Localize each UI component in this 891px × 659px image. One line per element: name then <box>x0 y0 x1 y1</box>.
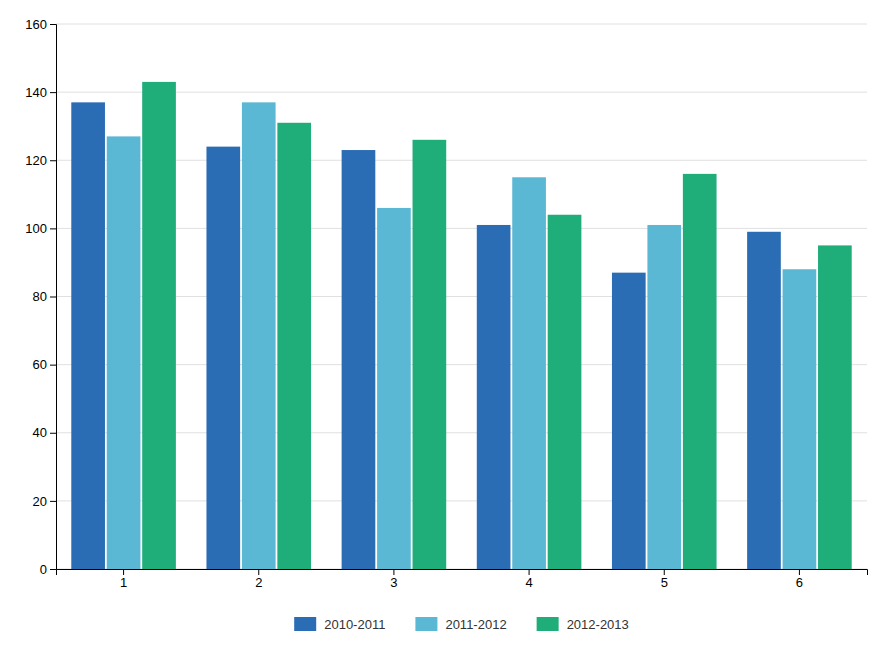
tick-mark <box>258 569 259 575</box>
tick-mark <box>50 501 56 502</box>
bar <box>377 208 411 569</box>
legend-item: 2012-2013 <box>537 617 629 632</box>
tick-label: 20 <box>33 494 47 509</box>
tick-label: 40 <box>33 425 47 440</box>
tick: 160 <box>25 17 56 32</box>
legend-label: 2012-2013 <box>567 617 629 632</box>
y-axis: 0 20 40 60 80 100 120 140 160 <box>25 17 56 577</box>
tick-mark <box>50 569 56 570</box>
bar <box>242 102 276 569</box>
tick-mark <box>50 24 56 25</box>
grid-line <box>56 160 867 161</box>
tick: 1 <box>120 569 127 590</box>
tick-label: 4 <box>525 575 532 590</box>
tick: 20 <box>33 494 56 509</box>
bar <box>548 215 582 569</box>
tick-mark <box>50 228 56 229</box>
bar <box>342 150 376 569</box>
bar <box>142 82 176 569</box>
tick-label: 5 <box>661 575 668 590</box>
tick-mark <box>393 569 394 575</box>
x-axis: 1 2 3 4 5 6 <box>57 569 868 590</box>
bar-series <box>107 102 817 569</box>
bar-series <box>142 82 852 569</box>
tick-label: 1 <box>120 575 127 590</box>
bar <box>477 225 511 569</box>
tick-label: 160 <box>25 17 47 32</box>
tick-mark <box>50 160 56 161</box>
axis-domain <box>50 25 57 570</box>
bar <box>71 102 105 569</box>
bar <box>512 177 546 569</box>
bar <box>612 273 646 569</box>
tick: 140 <box>25 85 56 100</box>
tick-label: 120 <box>25 153 47 168</box>
tick: 60 <box>33 357 56 372</box>
tick-mark <box>799 569 800 575</box>
grid <box>56 24 867 569</box>
tick: 40 <box>33 425 56 440</box>
tick-label: 0 <box>40 562 47 577</box>
tick: 3 <box>390 569 397 590</box>
legend-swatch <box>415 617 437 631</box>
bar <box>277 123 311 569</box>
tick-label: 6 <box>796 575 803 590</box>
tick-label: 60 <box>33 357 47 372</box>
tick: 120 <box>25 153 56 168</box>
tick: 6 <box>796 569 803 590</box>
legend-swatch <box>537 617 559 631</box>
grid-line <box>56 24 867 25</box>
bar <box>107 136 141 569</box>
tick-mark <box>123 569 124 575</box>
legend-item: 2011-2012 <box>415 617 506 632</box>
legend-item: 2010-2011 <box>294 617 385 632</box>
bar <box>413 140 447 569</box>
legend-label: 2010-2011 <box>324 617 385 632</box>
tick-label: 80 <box>33 289 47 304</box>
grid-line <box>56 364 867 365</box>
tick: 0 <box>40 562 56 577</box>
tick-label: 2 <box>255 575 262 590</box>
tick: 5 <box>661 569 668 590</box>
tick-label: 140 <box>25 85 47 100</box>
legend: 2010-2011 2011-2012 2012-2013 <box>294 617 629 632</box>
tick: 80 <box>33 289 56 304</box>
grid-line <box>56 500 867 501</box>
grid-line <box>56 228 867 229</box>
tick-mark <box>529 569 530 575</box>
tick: 4 <box>525 569 532 590</box>
bars <box>71 82 851 569</box>
plot: 123456020406080100120140160 <box>25 17 867 591</box>
axis-domain <box>57 570 868 576</box>
bar <box>206 147 240 569</box>
legend-label: 2011-2012 <box>445 617 506 632</box>
tick: 2 <box>255 569 262 590</box>
bar <box>783 269 817 569</box>
tick-mark <box>50 365 56 366</box>
grid-line <box>56 432 867 433</box>
grid-line <box>56 296 867 297</box>
tick-label: 100 <box>25 221 47 236</box>
legend-swatch <box>294 617 316 631</box>
grid-line <box>56 92 867 93</box>
tick-mark <box>50 297 56 298</box>
bar-series <box>71 102 781 569</box>
bar <box>747 232 781 569</box>
tick: 100 <box>25 221 56 236</box>
bar <box>683 174 717 569</box>
chart: 1234560204060801001201401602010-20112011… <box>0 0 891 659</box>
tick-label: 3 <box>390 575 397 590</box>
bar <box>647 225 681 569</box>
tick-mark <box>50 433 56 434</box>
bar <box>818 245 852 569</box>
tick-mark <box>50 92 56 93</box>
tick-mark <box>664 569 665 575</box>
